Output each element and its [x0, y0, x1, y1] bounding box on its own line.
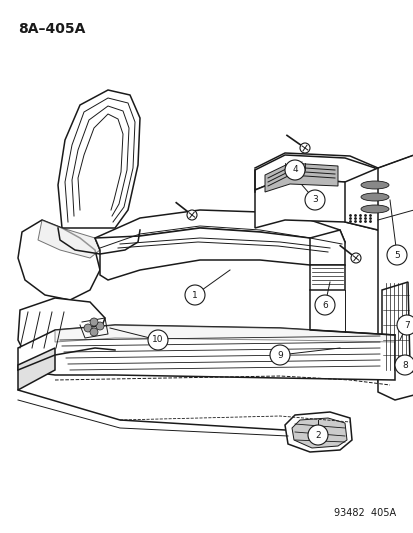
Polygon shape	[309, 265, 344, 290]
Ellipse shape	[360, 205, 388, 213]
Circle shape	[350, 253, 360, 263]
Ellipse shape	[360, 181, 388, 189]
Circle shape	[147, 330, 168, 350]
Polygon shape	[377, 368, 413, 400]
Polygon shape	[254, 155, 377, 190]
Polygon shape	[381, 282, 409, 372]
Polygon shape	[254, 178, 377, 230]
Text: 8A–405A: 8A–405A	[18, 22, 85, 36]
Text: 3: 3	[311, 196, 317, 205]
Polygon shape	[377, 155, 413, 388]
Polygon shape	[264, 163, 337, 192]
Circle shape	[284, 160, 304, 180]
Text: 7: 7	[403, 320, 409, 329]
Polygon shape	[38, 220, 100, 258]
Polygon shape	[18, 220, 100, 300]
Text: 1: 1	[192, 290, 197, 300]
Text: 6: 6	[321, 301, 327, 310]
Circle shape	[386, 245, 406, 265]
Ellipse shape	[360, 193, 388, 201]
Circle shape	[396, 315, 413, 335]
Polygon shape	[18, 325, 394, 380]
Text: 4: 4	[292, 166, 297, 174]
Polygon shape	[95, 228, 344, 280]
Polygon shape	[377, 182, 397, 230]
Text: 2: 2	[314, 431, 320, 440]
Circle shape	[84, 324, 92, 332]
Circle shape	[90, 328, 98, 336]
Circle shape	[304, 190, 324, 210]
Circle shape	[90, 318, 98, 326]
Polygon shape	[95, 210, 344, 250]
Circle shape	[299, 143, 309, 153]
Polygon shape	[291, 418, 346, 448]
Text: 9: 9	[276, 351, 282, 359]
Polygon shape	[58, 90, 140, 228]
Circle shape	[394, 355, 413, 375]
Text: 10: 10	[152, 335, 164, 344]
Circle shape	[307, 425, 327, 445]
Text: 93482  405A: 93482 405A	[333, 508, 395, 518]
Polygon shape	[284, 412, 351, 452]
Polygon shape	[309, 230, 344, 265]
Circle shape	[187, 210, 197, 220]
Polygon shape	[344, 168, 397, 230]
Polygon shape	[18, 298, 105, 355]
Polygon shape	[55, 325, 394, 342]
Text: 8: 8	[401, 360, 407, 369]
Circle shape	[96, 322, 104, 330]
Polygon shape	[18, 348, 55, 390]
Circle shape	[185, 285, 204, 305]
Text: 5: 5	[393, 251, 399, 260]
Circle shape	[314, 295, 334, 315]
Circle shape	[269, 345, 289, 365]
